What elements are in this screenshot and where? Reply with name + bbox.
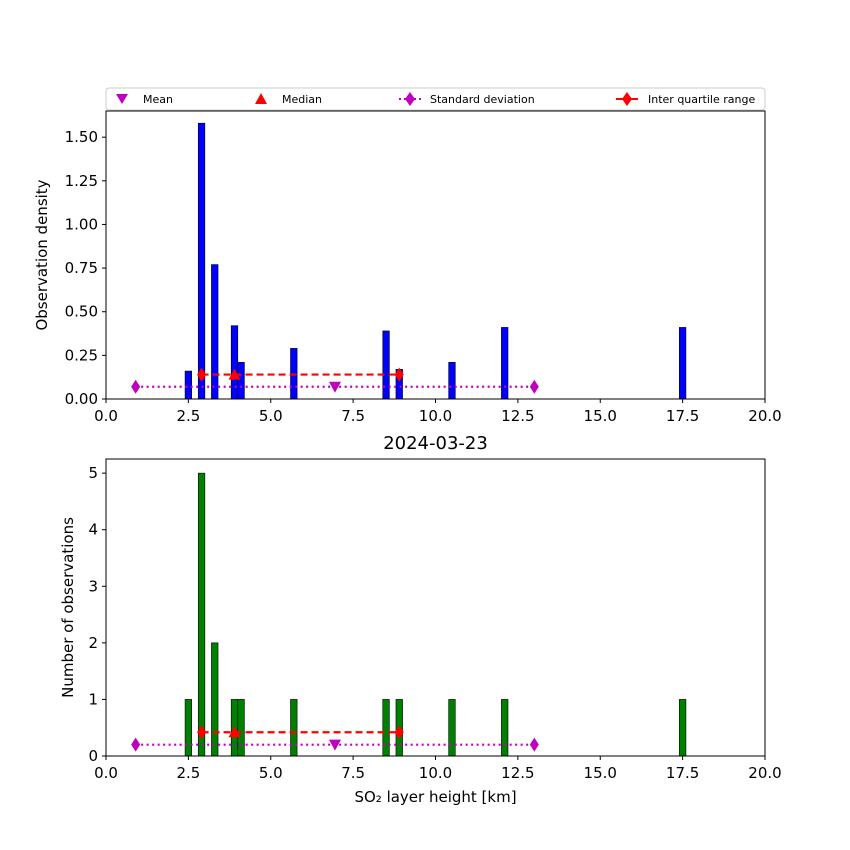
count-y-tick-label: 3 xyxy=(88,577,98,595)
density-y-tick-label: 1.25 xyxy=(65,172,98,190)
density-x-tick-label: 15.0 xyxy=(584,407,617,425)
density-std-marker xyxy=(529,379,539,394)
count-x-tick-label: 0.0 xyxy=(94,764,118,782)
count-bar xyxy=(448,699,456,757)
density-bar xyxy=(184,370,192,400)
count-y-tick-label: 0 xyxy=(88,747,98,765)
density-bar xyxy=(197,122,206,400)
density-x-tick-label: 20.0 xyxy=(748,407,781,425)
count-bar xyxy=(290,699,298,757)
legend-std-marker-icon xyxy=(405,92,415,106)
count-x-tick-label: 15.0 xyxy=(584,764,617,782)
count-x-axis-label: SO₂ layer height [km] xyxy=(354,788,516,806)
density-bar xyxy=(230,325,239,400)
density-iqr-marker xyxy=(197,367,207,382)
count-x-tick-label: 20.0 xyxy=(748,764,781,782)
density-histogram-panel: 0.0 2.5 5.0 7.5 10.0 12.5 15.0 17.5 20.0 0.00 0.25… xyxy=(33,110,782,425)
legend-median-label: Median xyxy=(282,93,322,106)
density-bar xyxy=(382,330,390,400)
density-bar xyxy=(501,327,509,400)
legend-entry-std: Standard deviation xyxy=(399,92,535,106)
count-y-tick-label: 4 xyxy=(88,521,98,539)
density-y-tick-label: 0.25 xyxy=(65,346,98,364)
count-x-tick-label: 2.5 xyxy=(176,764,200,782)
legend-entry-mean: Mean xyxy=(116,93,173,106)
count-y-tick-label: 1 xyxy=(88,690,98,708)
density-bar xyxy=(211,264,219,400)
count-median-marker xyxy=(228,726,241,738)
density-y-tick-label: 0.50 xyxy=(65,303,98,321)
legend-frame xyxy=(105,87,766,111)
legend-mean-label: Mean xyxy=(143,93,173,106)
legend-std-label: Standard deviation xyxy=(430,93,535,106)
count-y-tick-label: 5 xyxy=(88,464,98,482)
density-x-tick-label: 0.0 xyxy=(94,407,118,425)
density-median-marker xyxy=(228,368,241,380)
density-y-tick-label: 0.75 xyxy=(65,259,98,277)
density-x-tick-label: 5.0 xyxy=(259,407,283,425)
count-bar xyxy=(184,699,192,757)
density-y-tick-label: 1.00 xyxy=(65,215,98,233)
density-bar xyxy=(679,327,687,400)
density-y-axis-label: Observation density xyxy=(33,179,51,330)
density-x-tick-label: 10.0 xyxy=(419,407,452,425)
density-bar xyxy=(237,362,245,400)
density-x-tick-label: 12.5 xyxy=(501,407,534,425)
legend-mean-marker-icon xyxy=(116,94,128,104)
density-iqr-marker xyxy=(394,367,404,382)
count-iqr-marker xyxy=(394,725,404,740)
bottom-panel-title: 2024-03-23 xyxy=(383,433,488,454)
count-y-axis-label: Number of observations xyxy=(59,517,77,698)
count-bar xyxy=(211,642,219,757)
density-bar xyxy=(448,362,456,400)
legend-iqr-marker-icon xyxy=(622,92,632,106)
count-mean-marker xyxy=(329,739,342,751)
count-histogram-panel: 0.0 2.5 5.0 7.5 10.0 12.5 15.0 17.5 20.0 0 1 2 3 4 5 Nu… xyxy=(59,458,782,806)
density-x-tick-label: 7.5 xyxy=(341,407,365,425)
density-y-tick-label: 0.00 xyxy=(65,390,98,408)
legend-entry-median: Median xyxy=(255,93,322,106)
count-y-tick-label: 2 xyxy=(88,634,98,652)
count-std-marker xyxy=(529,737,539,752)
count-iqr-marker xyxy=(197,725,207,740)
legend: Mean Median Standard deviation Inter qua… xyxy=(105,87,766,111)
count-bar xyxy=(382,699,390,757)
count-x-tick-label: 5.0 xyxy=(259,764,283,782)
count-x-tick-label: 17.5 xyxy=(666,764,699,782)
density-mean-marker xyxy=(329,381,342,393)
count-bar xyxy=(197,472,206,757)
count-x-tick-label: 12.5 xyxy=(501,764,534,782)
count-x-tick-label: 7.5 xyxy=(341,764,365,782)
legend-iqr-label: Inter quartile range xyxy=(648,93,755,106)
density-std-marker xyxy=(131,379,141,394)
count-bar xyxy=(679,699,687,757)
density-x-tick-label: 2.5 xyxy=(176,407,200,425)
density-x-tick-label: 17.5 xyxy=(666,407,699,425)
density-y-tick-label: 1.50 xyxy=(65,128,98,146)
legend-median-marker-icon xyxy=(255,93,267,104)
count-std-marker xyxy=(131,737,141,752)
count-x-tick-label: 10.0 xyxy=(419,764,452,782)
count-bar xyxy=(237,699,245,757)
count-bar xyxy=(501,699,509,757)
legend-entry-iqr: Inter quartile range xyxy=(616,92,755,106)
